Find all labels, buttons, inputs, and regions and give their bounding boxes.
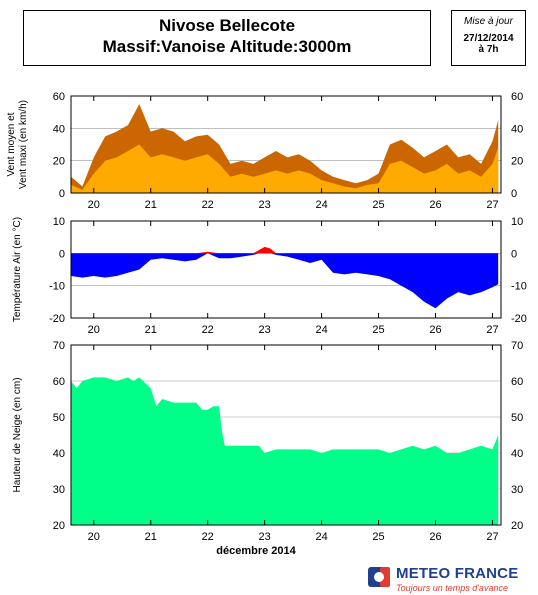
y-tick-label-left: -10 (49, 281, 65, 293)
panel-frame (70, 220, 502, 319)
x-tick-label: 24 (315, 199, 327, 211)
y-tick-label-left: 60 (53, 91, 65, 103)
x-tick-label: 22 (202, 199, 214, 211)
chart-panels: 0 0 20 20 40 40 60 60 20 21 22 23 24 25 26 27 Vent moyen… (6, 91, 527, 557)
update-box: Mise à jour 27/12/2014 à 7h (451, 10, 526, 66)
y-axis-label: Température Air (en °C) (12, 217, 23, 322)
y-tick-label-right: 10 (511, 216, 523, 228)
y-tick-label-right: 30 (511, 484, 523, 496)
meteo-france-logo: METEO FRANCE Toujours un temps d'avance (368, 565, 538, 595)
y-tick-label-right: 0 (511, 248, 517, 260)
x-tick-label: 23 (259, 324, 271, 336)
x-tick-label: 20 (88, 531, 100, 543)
x-tick-label: 27 (486, 324, 498, 336)
y-tick-label-right: -10 (511, 281, 527, 293)
x-tick-label: 21 (145, 199, 157, 211)
update-date: 27/12/2014 (463, 33, 514, 44)
x-tick-label: 24 (315, 324, 327, 336)
meteo-france-icon (368, 567, 390, 587)
y-tick-label-left: 70 (53, 340, 65, 352)
x-tick-label: 25 (372, 531, 384, 543)
y-tick-label-right: 40 (511, 123, 523, 135)
y-tick-label-left: 40 (53, 123, 65, 135)
station-title: Nivose Bellecote (158, 16, 296, 35)
title-box: Nivose Bellecote Massif:Vanoise Altitude… (23, 10, 431, 66)
y-tick-label-left: 20 (53, 156, 65, 168)
x-tick-label: 26 (429, 531, 441, 543)
x-tick-label: 22 (202, 324, 214, 336)
y-tick-label-right: 20 (511, 520, 523, 532)
y-tick-label-right: 60 (511, 376, 523, 388)
x-tick-label: 25 (372, 199, 384, 211)
x-axis-label: décembre 2014 (216, 545, 296, 557)
y-tick-label-left: 0 (59, 248, 65, 260)
y-tick-label-left: 0 (59, 188, 65, 200)
x-tick-label: 21 (145, 531, 157, 543)
x-tick-label: 20 (88, 324, 100, 336)
temperature-negative-area (71, 253, 499, 309)
y-tick-label-right: 20 (511, 156, 523, 168)
y-tick-label-left: 50 (53, 412, 65, 424)
y-tick-label-right: 60 (511, 91, 523, 103)
y-tick-label-left: -20 (49, 313, 65, 325)
y-tick-label-right: 40 (511, 448, 523, 460)
x-tick-label: 22 (202, 531, 214, 543)
x-tick-label: 25 (372, 324, 384, 336)
chart-panel-2: -20 -20 -10 -10 0 0 10 10 20 21 22 23 24 25 26 27 Tempér… (12, 216, 527, 336)
chart-panel-3: 20 20 30 30 40 40 50 50 60 60 70 70 20 21 22 23 24 25 26 27… (12, 340, 523, 557)
update-time: à 7h (478, 44, 499, 55)
x-tick-label: 23 (259, 531, 271, 543)
x-tick-label: 24 (315, 531, 327, 543)
y-tick-label-right: 70 (511, 340, 523, 352)
wind-mean-area (71, 144, 499, 193)
x-tick-label: 21 (145, 324, 157, 336)
update-label: Mise à jour (464, 16, 513, 27)
x-tick-label: 26 (429, 324, 441, 336)
y-tick-label-left: 40 (53, 448, 65, 460)
y-axis-label: Vent maxi (en km/h) (18, 100, 29, 189)
y-tick-label-left: 30 (53, 484, 65, 496)
y-tick-label-left: 60 (53, 376, 65, 388)
y-tick-label-left: 20 (53, 520, 65, 532)
x-tick-label: 27 (486, 531, 498, 543)
chart-panel-1: 0 0 20 20 40 40 60 60 20 21 22 23 24 25 26 27 Vent moyen… (6, 91, 523, 211)
panel-frame (70, 95, 502, 194)
y-tick-label-right: 0 (511, 188, 517, 200)
y-tick-label-right: -20 (511, 313, 527, 325)
station-subtitle: Massif:Vanoise Altitude:3000m (102, 37, 352, 56)
x-tick-label: 20 (88, 199, 100, 211)
logo-tagline: Toujours un temps d'avance (396, 583, 508, 593)
y-axis-label: Vent moyen et (6, 112, 17, 176)
logo-name: METEO FRANCE (396, 565, 519, 582)
y-tick-label-left: 10 (53, 216, 65, 228)
x-tick-label: 27 (486, 199, 498, 211)
y-axis-label: Hauteur de Neige (en cm) (12, 377, 23, 492)
temperature-positive-area (71, 246, 499, 254)
y-tick-label-right: 50 (511, 412, 523, 424)
x-tick-label: 23 (259, 199, 271, 211)
panel-frame (70, 344, 502, 526)
snow-depth-area (71, 377, 499, 525)
x-tick-label: 26 (429, 199, 441, 211)
